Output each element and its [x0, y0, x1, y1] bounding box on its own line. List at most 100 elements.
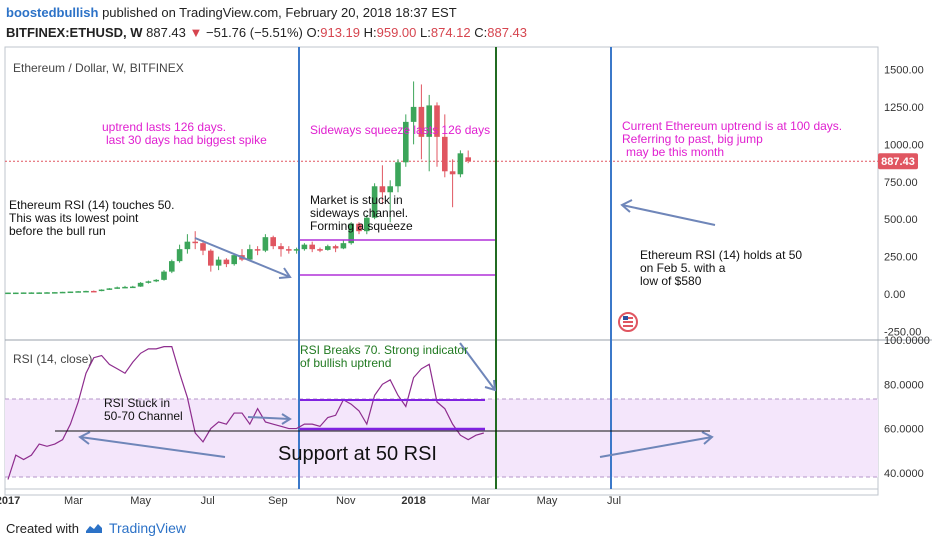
- author-name[interactable]: boostedbullish: [6, 5, 99, 20]
- candle-body: [200, 243, 206, 251]
- arrow-head-1: [278, 267, 292, 279]
- us-flag-icon[interactable]: [618, 312, 638, 332]
- rsi-tick-label: 40.0000: [884, 468, 924, 480]
- candle-body: [426, 105, 432, 137]
- last-price: 887.43: [146, 25, 186, 40]
- change-value: −51.76 (−5.51%): [206, 25, 303, 40]
- candle-body: [442, 136, 448, 172]
- arrow-head-4: [78, 431, 91, 445]
- candle-body: [247, 249, 253, 260]
- symbol-info: BITFINEX:ETHUSD, W 887.43 ▼ −51.76 (−5.5…: [6, 25, 527, 40]
- price-pane-title: Ethereum / Dollar, W, BITFINEX: [13, 61, 184, 75]
- price-tick-label: 750.00: [884, 177, 918, 189]
- time-tick-label: 2018: [401, 495, 425, 507]
- price-axis: 1500.00 1250.00 1000.00 750.00 500.00 250.00 0…: [884, 64, 924, 338]
- candle-body: [98, 289, 105, 292]
- time-tick-label: Sep: [268, 495, 288, 507]
- candle-body: [348, 223, 354, 244]
- price-tick-label: 1000.00: [884, 139, 924, 151]
- candle-body: [215, 259, 222, 266]
- price-tick-label: 0.00: [884, 289, 905, 301]
- note-rsi-touch-2: This was its lowest point: [9, 211, 139, 225]
- arrow-support-left: [79, 436, 226, 458]
- time-tick-label: Jul: [201, 495, 215, 507]
- arrow-head-5: [701, 431, 714, 445]
- candle-body: [153, 279, 159, 282]
- candle-body: [223, 259, 230, 265]
- candle-body: [145, 281, 152, 283]
- note-current-1: Current Ethereum uptrend is at 100 days.: [622, 119, 842, 133]
- time-tick-label: Mar: [64, 495, 83, 507]
- candle-body: [293, 249, 300, 251]
- note-rsi-touch-1: Ethereum RSI (14) touches 50.: [9, 198, 174, 212]
- candle-body: [161, 271, 167, 280]
- note-sideways: Sideways squeeze lasts 126 days: [310, 123, 490, 137]
- note-stuck-3: Forming a squeeze: [310, 219, 413, 233]
- candle-body: [184, 241, 191, 250]
- candle-body: [278, 246, 284, 250]
- arrow-head-6: [484, 379, 497, 392]
- rsi-pane-title: RSI (14, close): [13, 352, 92, 366]
- candle-body: [371, 186, 378, 218]
- candle-body: [169, 261, 175, 272]
- candle-body: [332, 246, 339, 249]
- candle-body: [67, 291, 74, 294]
- note-rsi-breaks-2: of bullish uptrend: [300, 356, 391, 370]
- note-holds-1: Ethereum RSI (14) holds at 50: [640, 248, 802, 262]
- note-current-3: may be this month: [626, 145, 724, 159]
- candle-body: [44, 292, 50, 294]
- price-tick-label: 500.00: [884, 214, 918, 226]
- footer-created-with: Created with: [6, 520, 79, 536]
- note-current-2: Referring to past, big jump: [622, 132, 763, 146]
- candle-body: [13, 292, 19, 295]
- symbol: BITFINEX:ETHUSD, W: [6, 25, 143, 40]
- arrow-holds: [621, 204, 716, 226]
- candle-body: [387, 186, 393, 193]
- candle-body: [5, 292, 11, 295]
- time-tick-label: Jul: [607, 495, 621, 507]
- candle-body: [270, 237, 276, 247]
- green-annotations: RSI Breaks 70. Strong indicator of bulli…: [300, 343, 468, 370]
- last-price-badge: [878, 153, 918, 170]
- candle-body: [176, 249, 183, 262]
- candle-body: [122, 286, 128, 289]
- candle-body: [36, 292, 42, 294]
- candle-body: [286, 249, 292, 251]
- candle-body: [340, 243, 347, 249]
- candle-body: [52, 292, 58, 294]
- note-stuck-2: sideways channel.: [310, 206, 408, 220]
- time-tick-label: Mar: [471, 495, 490, 507]
- candle-body: [434, 105, 440, 137]
- time-tick-label: Nov: [336, 495, 356, 507]
- open-value: 913.19: [320, 25, 360, 40]
- close-label: C:: [474, 25, 488, 40]
- candle-body: [20, 292, 27, 294]
- chart-area[interactable]: Ethereum / Dollar, W, BITFINEX RSI (14, …: [0, 45, 932, 515]
- price-tick-label: 1250.00: [884, 102, 924, 114]
- note-holds-2: on Feb 5. with a: [640, 261, 726, 275]
- footer-brand[interactable]: TradingView: [108, 520, 187, 536]
- note-rsi-stuck-2: 50-70 Channel: [104, 409, 183, 423]
- arrows: [78, 199, 716, 458]
- candle-body: [403, 121, 409, 163]
- publish-info: boostedbullish published on TradingView.…: [6, 5, 457, 20]
- rsi-tick-label: 100.0000: [884, 335, 930, 347]
- note-stuck-1: Market is stuck in: [310, 193, 403, 207]
- candle-body: [410, 106, 417, 122]
- candle-body: [114, 287, 120, 289]
- note-support: Support at 50 RSI: [278, 443, 437, 465]
- candle-body: [192, 241, 198, 244]
- time-tick-label: 2017: [0, 495, 20, 507]
- rsi-band: [5, 399, 878, 477]
- candle-body: [395, 162, 401, 187]
- price-tick-label: 1500.00: [884, 64, 924, 76]
- publish-text: published on TradingView.com, February 2…: [102, 5, 457, 20]
- rsi-axis: 100.0000 80.0000 60.0000 40.0000: [884, 335, 930, 480]
- note-rsi-breaks-1: RSI Breaks 70. Strong indicator: [300, 343, 468, 357]
- rsi-line: [7, 346, 484, 480]
- time-tick-label: May: [130, 495, 151, 507]
- magenta-annotations: uptrend lasts 126 days. last 30 days had…: [102, 119, 842, 159]
- note-holds-3: low of $580: [640, 274, 702, 288]
- arrow-rsi-touch: [194, 237, 291, 278]
- candle-body: [59, 291, 66, 294]
